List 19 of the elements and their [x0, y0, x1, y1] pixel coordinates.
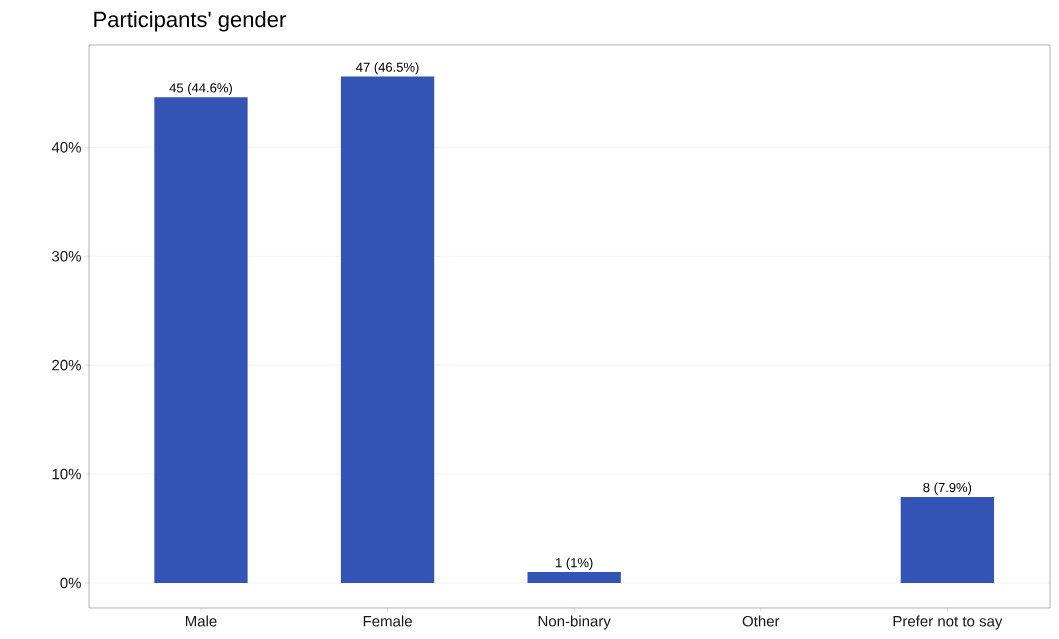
x-tick-label: Other — [742, 615, 780, 627]
x-tick-label: Non-binary — [538, 615, 611, 630]
data-label: 47 (46.5%) — [356, 62, 419, 75]
bar — [154, 97, 248, 583]
data-label: 45 (44.6%) — [169, 82, 232, 96]
data-label: 1 (1%) — [556, 557, 593, 570]
x-tick-label: Prefer not to say — [893, 615, 1003, 630]
data-label: 8 (7.9%) — [923, 482, 972, 495]
x-tick-label: Male — [185, 615, 217, 627]
bar — [527, 572, 621, 583]
bar — [340, 76, 435, 583]
y-tick-label: 0% — [60, 577, 81, 589]
y-tick-label: 20% — [52, 359, 81, 371]
bar — [900, 496, 995, 583]
y-tick-label: 30% — [52, 250, 81, 262]
y-tick-label: 40% — [51, 142, 81, 153]
y-tick-label: 10% — [52, 468, 81, 480]
x-tick-label: Female — [363, 615, 412, 627]
chart-title: Participants' gender — [94, 11, 286, 32]
